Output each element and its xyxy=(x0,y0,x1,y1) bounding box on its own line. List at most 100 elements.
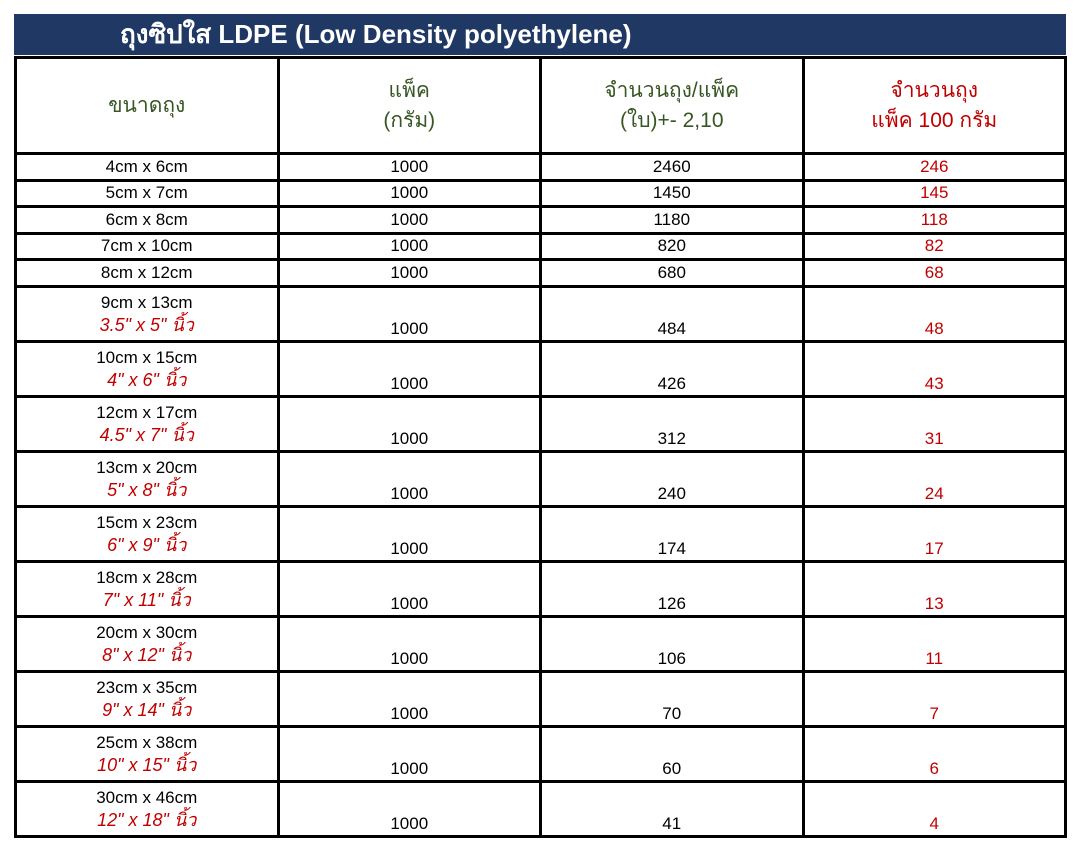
size-inch: 12" x 18" นิ้ว xyxy=(97,809,197,830)
cell-per100: 17 xyxy=(801,504,1067,563)
cell-count: 106 xyxy=(539,614,805,673)
cell-per100: 43 xyxy=(801,339,1067,398)
cell-per100: 68 xyxy=(801,258,1067,288)
size-cm: 9cm x 13cm xyxy=(100,292,193,312)
cell-pack: 1000 xyxy=(276,178,542,208)
cell-count: 484 xyxy=(539,284,805,343)
cell-per100: 145 xyxy=(801,178,1067,208)
table-row: 18cm x 28cm 7" x 11" นิ้ว 1000 126 13 xyxy=(14,559,1067,618)
cell-pack: 1000 xyxy=(276,559,542,618)
page-title: ถุงซิปใส LDPE (Low Density polyethylene) xyxy=(14,14,1066,55)
header-per100-line2: แพ็ค 100 กรัม xyxy=(871,108,998,132)
cell-size: 9cm x 13cm 3.5" x 5" นิ้ว xyxy=(14,284,280,343)
cell-count: 41 xyxy=(539,779,805,838)
cell-size: 7cm x 10cm xyxy=(14,231,280,261)
header-per100-line1: จำนวนถุง xyxy=(890,78,979,102)
cell-pack: 1000 xyxy=(276,779,542,838)
cell-size: 8cm x 12cm xyxy=(14,258,280,288)
cell-count: 174 xyxy=(539,504,805,563)
cell-per100: 4 xyxy=(801,779,1067,838)
table-row: 4cm x 6cm 1000 2460 246 xyxy=(14,152,1067,182)
cell-pack: 1000 xyxy=(276,504,542,563)
cell-pack: 1000 xyxy=(276,724,542,783)
cell-pack: 1000 xyxy=(276,339,542,398)
cell-size: 12cm x 17cm 4.5" x 7" นิ้ว xyxy=(14,394,280,453)
cell-size: 25cm x 38cm 10" x 15" นิ้ว xyxy=(14,724,280,783)
size-cm: 23cm x 35cm xyxy=(96,677,198,697)
size-inch: 4" x 6" นิ้ว xyxy=(107,369,187,390)
header-pack: แพ็ค (กรัม) xyxy=(276,56,542,155)
cell-per100: 7 xyxy=(801,669,1067,728)
cell-size: 15cm x 23cm 6" x 9" นิ้ว xyxy=(14,504,280,563)
header-per100: จำนวนถุงแพ็ค 100 กรัม xyxy=(801,56,1067,155)
cell-count: 680 xyxy=(539,258,805,288)
header-pack-line2: (กรัม) xyxy=(383,108,436,132)
cell-count: 126 xyxy=(539,559,805,618)
cell-count: 426 xyxy=(539,339,805,398)
table-row: 7cm x 10cm 1000 820 82 xyxy=(14,231,1067,261)
header-size: ขนาดถุง xyxy=(14,56,280,155)
table-row: 6cm x 8cm 1000 1180 118 xyxy=(14,205,1067,235)
size-cm: 5cm x 7cm xyxy=(105,183,188,203)
size-inch: 9" x 14" นิ้ว xyxy=(102,699,192,720)
cell-per100: 6 xyxy=(801,724,1067,783)
size-inch: 10" x 15" นิ้ว xyxy=(97,754,197,775)
header-count: จำนวนถุง/แพ็ค (ใบ)+- 2,10 xyxy=(539,56,805,155)
cell-per100: 31 xyxy=(801,394,1067,453)
cell-pack: 1000 xyxy=(276,669,542,728)
cell-size: 4cm x 6cm xyxy=(14,152,280,182)
size-cm: 6cm x 8cm xyxy=(105,209,188,229)
cell-per100: 24 xyxy=(801,449,1067,508)
cell-per100: 82 xyxy=(801,231,1067,261)
cell-count: 820 xyxy=(539,231,805,261)
header-pack-line1: แพ็ค xyxy=(388,78,430,102)
cell-size: 6cm x 8cm xyxy=(14,205,280,235)
cell-size: 5cm x 7cm xyxy=(14,178,280,208)
price-table: ขนาดถุง แพ็ค (กรัม) จำนวนถุง/แพ็ค (ใบ)+- 2… xyxy=(14,56,1067,838)
cell-count: 60 xyxy=(539,724,805,783)
header-count-line1: จำนวนถุง/แพ็ค xyxy=(604,78,740,102)
table-row: 9cm x 13cm 3.5" x 5" นิ้ว 1000 484 48 xyxy=(14,284,1067,343)
cell-count: 2460 xyxy=(539,152,805,182)
cell-per100: 11 xyxy=(801,614,1067,673)
size-cm: 13cm x 20cm xyxy=(96,457,198,477)
header-count-line2: (ใบ)+- 2,10 xyxy=(619,108,724,132)
header-row: ขนาดถุง แพ็ค (กรัม) จำนวนถุง/แพ็ค (ใบ)+- 2… xyxy=(14,56,1067,155)
size-inch: 7" x 11" นิ้ว xyxy=(102,589,191,610)
cell-pack: 1000 xyxy=(276,258,542,288)
cell-pack: 1000 xyxy=(276,205,542,235)
size-inch: 6" x 9" นิ้ว xyxy=(107,534,187,555)
table-row: 20cm x 30cm 8" x 12" นิ้ว 1000 106 11 xyxy=(14,614,1067,673)
size-cm: 7cm x 10cm xyxy=(100,236,193,256)
table-row: 30cm x 46cm 12" x 18" นิ้ว 1000 41 4 xyxy=(14,779,1067,838)
size-inch: 3.5" x 5" นิ้ว xyxy=(99,314,194,335)
size-cm: 10cm x 15cm xyxy=(96,347,198,367)
table-row: 13cm x 20cm 5" x 8" นิ้ว 1000 240 24 xyxy=(14,449,1067,508)
cell-pack: 1000 xyxy=(276,449,542,508)
table-row: 23cm x 35cm 9" x 14" นิ้ว 1000 70 7 xyxy=(14,669,1067,728)
cell-per100: 13 xyxy=(801,559,1067,618)
cell-size: 30cm x 46cm 12" x 18" นิ้ว xyxy=(14,779,280,838)
cell-size: 10cm x 15cm 4" x 6" นิ้ว xyxy=(14,339,280,398)
cell-size: 13cm x 20cm 5" x 8" นิ้ว xyxy=(14,449,280,508)
cell-size: 20cm x 30cm 8" x 12" นิ้ว xyxy=(14,614,280,673)
table-row: 5cm x 7cm 1000 1450 145 xyxy=(14,178,1067,208)
cell-pack: 1000 xyxy=(276,284,542,343)
cell-pack: 1000 xyxy=(276,614,542,673)
cell-pack: 1000 xyxy=(276,394,542,453)
size-cm: 30cm x 46cm xyxy=(96,787,198,807)
cell-per100: 246 xyxy=(801,152,1067,182)
size-cm: 4cm x 6cm xyxy=(105,156,188,176)
table-row: 15cm x 23cm 6" x 9" นิ้ว 1000 174 17 xyxy=(14,504,1067,563)
size-cm: 8cm x 12cm xyxy=(100,262,193,282)
size-cm: 25cm x 38cm xyxy=(96,732,198,752)
cell-count: 70 xyxy=(539,669,805,728)
table-row: 12cm x 17cm 4.5" x 7" นิ้ว 1000 312 31 xyxy=(14,394,1067,453)
table-row: 25cm x 38cm 10" x 15" นิ้ว 1000 60 6 xyxy=(14,724,1067,783)
cell-per100: 48 xyxy=(801,284,1067,343)
cell-pack: 1000 xyxy=(276,231,542,261)
size-cm: 15cm x 23cm xyxy=(96,512,198,532)
size-cm: 12cm x 17cm xyxy=(96,402,198,422)
cell-count: 1180 xyxy=(539,205,805,235)
cell-count: 1450 xyxy=(539,178,805,208)
